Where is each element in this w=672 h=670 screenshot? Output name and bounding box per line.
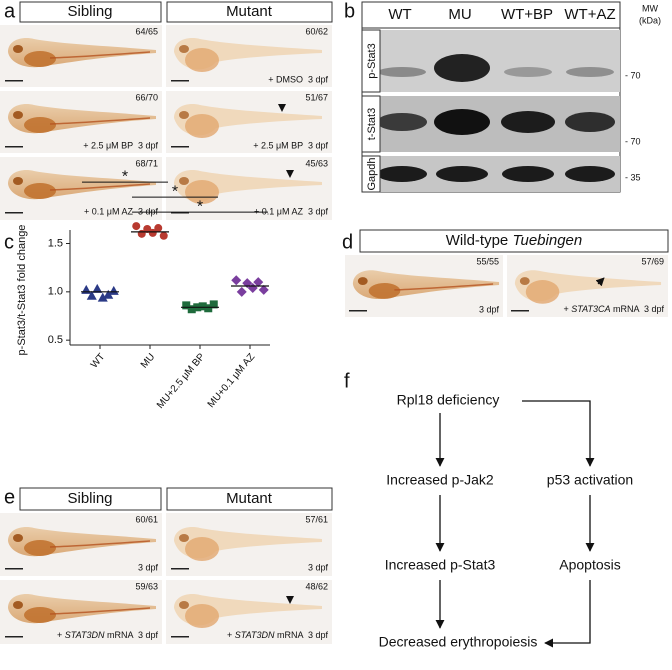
- header-box: [19, 1, 162, 23]
- x-tick-label: MU: [139, 352, 157, 371]
- panel-f: Rpl18 deficiency Increased p-Jak2 p53 ac…: [379, 392, 634, 650]
- flow-node: p53 activation: [547, 472, 633, 488]
- mw-marker: - 35: [625, 172, 641, 182]
- mw-marker: - 70: [625, 136, 641, 146]
- y-axis-label: p-Stat3/t-Stat3 fold change: [16, 225, 28, 356]
- condition: + STAT3DN mRNA 3 dpf: [57, 630, 158, 640]
- data-point: [204, 304, 213, 313]
- header: Mutant: [226, 490, 273, 507]
- condition: + STAT3DN mRNA 3 dpf: [227, 630, 328, 640]
- count: 68/71: [135, 158, 158, 168]
- mw-title: MW: [642, 3, 658, 13]
- flow-node: Decreased erythropoiesis: [379, 634, 538, 650]
- flow-node: Increased p-Stat3: [385, 557, 496, 573]
- panel-letter: c: [4, 231, 14, 253]
- count: 57/69: [641, 256, 664, 266]
- condition: 3 dpf: [308, 562, 329, 572]
- header-box: [166, 1, 333, 23]
- data-point: [253, 277, 264, 288]
- condition: 3 dpf: [138, 562, 159, 572]
- x-tick-label: WT: [89, 352, 107, 371]
- lane-label: WT+BP: [501, 6, 553, 23]
- y-tick-label: 1.0: [48, 286, 63, 298]
- y-tick-label: 0.5: [48, 334, 63, 346]
- count: 60/62: [305, 26, 328, 36]
- flow-node: Rpl18 deficiency: [397, 392, 500, 408]
- condition: 3 dpf: [479, 304, 500, 314]
- data-point: [236, 286, 247, 297]
- panel-letter: d: [342, 231, 353, 253]
- count: 51/67: [305, 92, 328, 102]
- data-point: [132, 222, 141, 231]
- data-point: [108, 285, 119, 295]
- count: 59/63: [135, 581, 158, 591]
- header: Wild-type Tuebingen: [446, 232, 582, 249]
- image-row: 68/71 45/63 + 0.1 μM AZ 3 dpf + 0.1 μM A…: [0, 157, 332, 220]
- data-point: [86, 290, 97, 300]
- panel-letter: e: [4, 486, 15, 508]
- count: 64/65: [135, 26, 158, 36]
- mw-marker: - 70: [625, 70, 641, 80]
- condition: + 0.1 μM AZ 3 dpf: [254, 206, 328, 216]
- lane-label: MU: [448, 6, 471, 23]
- data-point: [231, 275, 242, 286]
- x-tick-label: MU+0.1 μM AZ: [206, 352, 258, 411]
- count: 57/61: [305, 514, 328, 524]
- panel-letter: f: [344, 370, 350, 392]
- image-row: 64/65 60/62 + DMSO 3 dpf: [0, 25, 332, 87]
- count: 66/70: [135, 92, 158, 102]
- data-point: [159, 231, 168, 240]
- data-point: [148, 228, 157, 237]
- header: Mutant: [226, 3, 273, 20]
- data-point: [103, 289, 114, 299]
- count: 48/62: [305, 581, 328, 591]
- panel-a: Sibling Mutant 64/65 60/62 + DMSO 3 dpf …: [0, 1, 333, 220]
- data-point: [81, 284, 92, 294]
- blot-label: Gapdh: [366, 157, 378, 190]
- data-point: [154, 224, 163, 233]
- mw-unit: (kDa): [639, 15, 661, 25]
- data-point: [187, 305, 196, 314]
- data-point: [97, 292, 108, 302]
- flow-node: Apoptosis: [559, 557, 620, 573]
- lane-label: WT+AZ: [564, 6, 615, 23]
- header: Sibling: [67, 3, 112, 20]
- blot-label: t-Stat3: [366, 108, 378, 140]
- condition: + DMSO 3 dpf: [268, 74, 328, 84]
- flow-node: Increased p-Jak2: [386, 472, 494, 488]
- lane-label: WT: [388, 6, 411, 23]
- data-point: [209, 300, 218, 309]
- count: 45/63: [305, 158, 328, 168]
- condition: + STAT3CA mRNA 3 dpf: [564, 304, 665, 314]
- condition: + 2.5 μM BP 3 dpf: [253, 140, 328, 150]
- count: 55/55: [476, 256, 499, 266]
- data-point: [182, 301, 191, 310]
- panel-d: Wild-type Tuebingen 55/55 3 dpf 57/69 + …: [345, 229, 669, 317]
- y-tick-label: 1.5: [48, 237, 63, 249]
- image-row: 66/70 51/67 + 2.5 μM BP 3 dpf + 2.5 μM B…: [0, 91, 332, 153]
- blot-label: p-Stat3: [366, 43, 378, 78]
- condition: + 2.5 μM BP 3 dpf: [83, 140, 158, 150]
- panel-letter: b: [344, 0, 355, 22]
- data-point: [198, 302, 207, 311]
- panel-letter: a: [4, 0, 16, 22]
- panel-b: WT MU WT+BP WT+AZ MW (kDa) p-Stat3 - 70 …: [361, 1, 661, 193]
- data-point: [258, 284, 269, 295]
- condition: + 0.1 μM AZ 3 dpf: [84, 206, 158, 216]
- panel-e: Sibling Mutant 60/61 57/61 3 dpf 3 dpf 5…: [0, 487, 333, 644]
- x-tick-label: MU+2.5 μM BP: [155, 351, 208, 411]
- significance-label: *: [172, 183, 178, 200]
- count: 60/61: [135, 514, 158, 524]
- header: Sibling: [67, 490, 112, 507]
- data-point: [92, 283, 103, 293]
- significance-label: *: [122, 168, 128, 185]
- significance-label: *: [197, 198, 203, 215]
